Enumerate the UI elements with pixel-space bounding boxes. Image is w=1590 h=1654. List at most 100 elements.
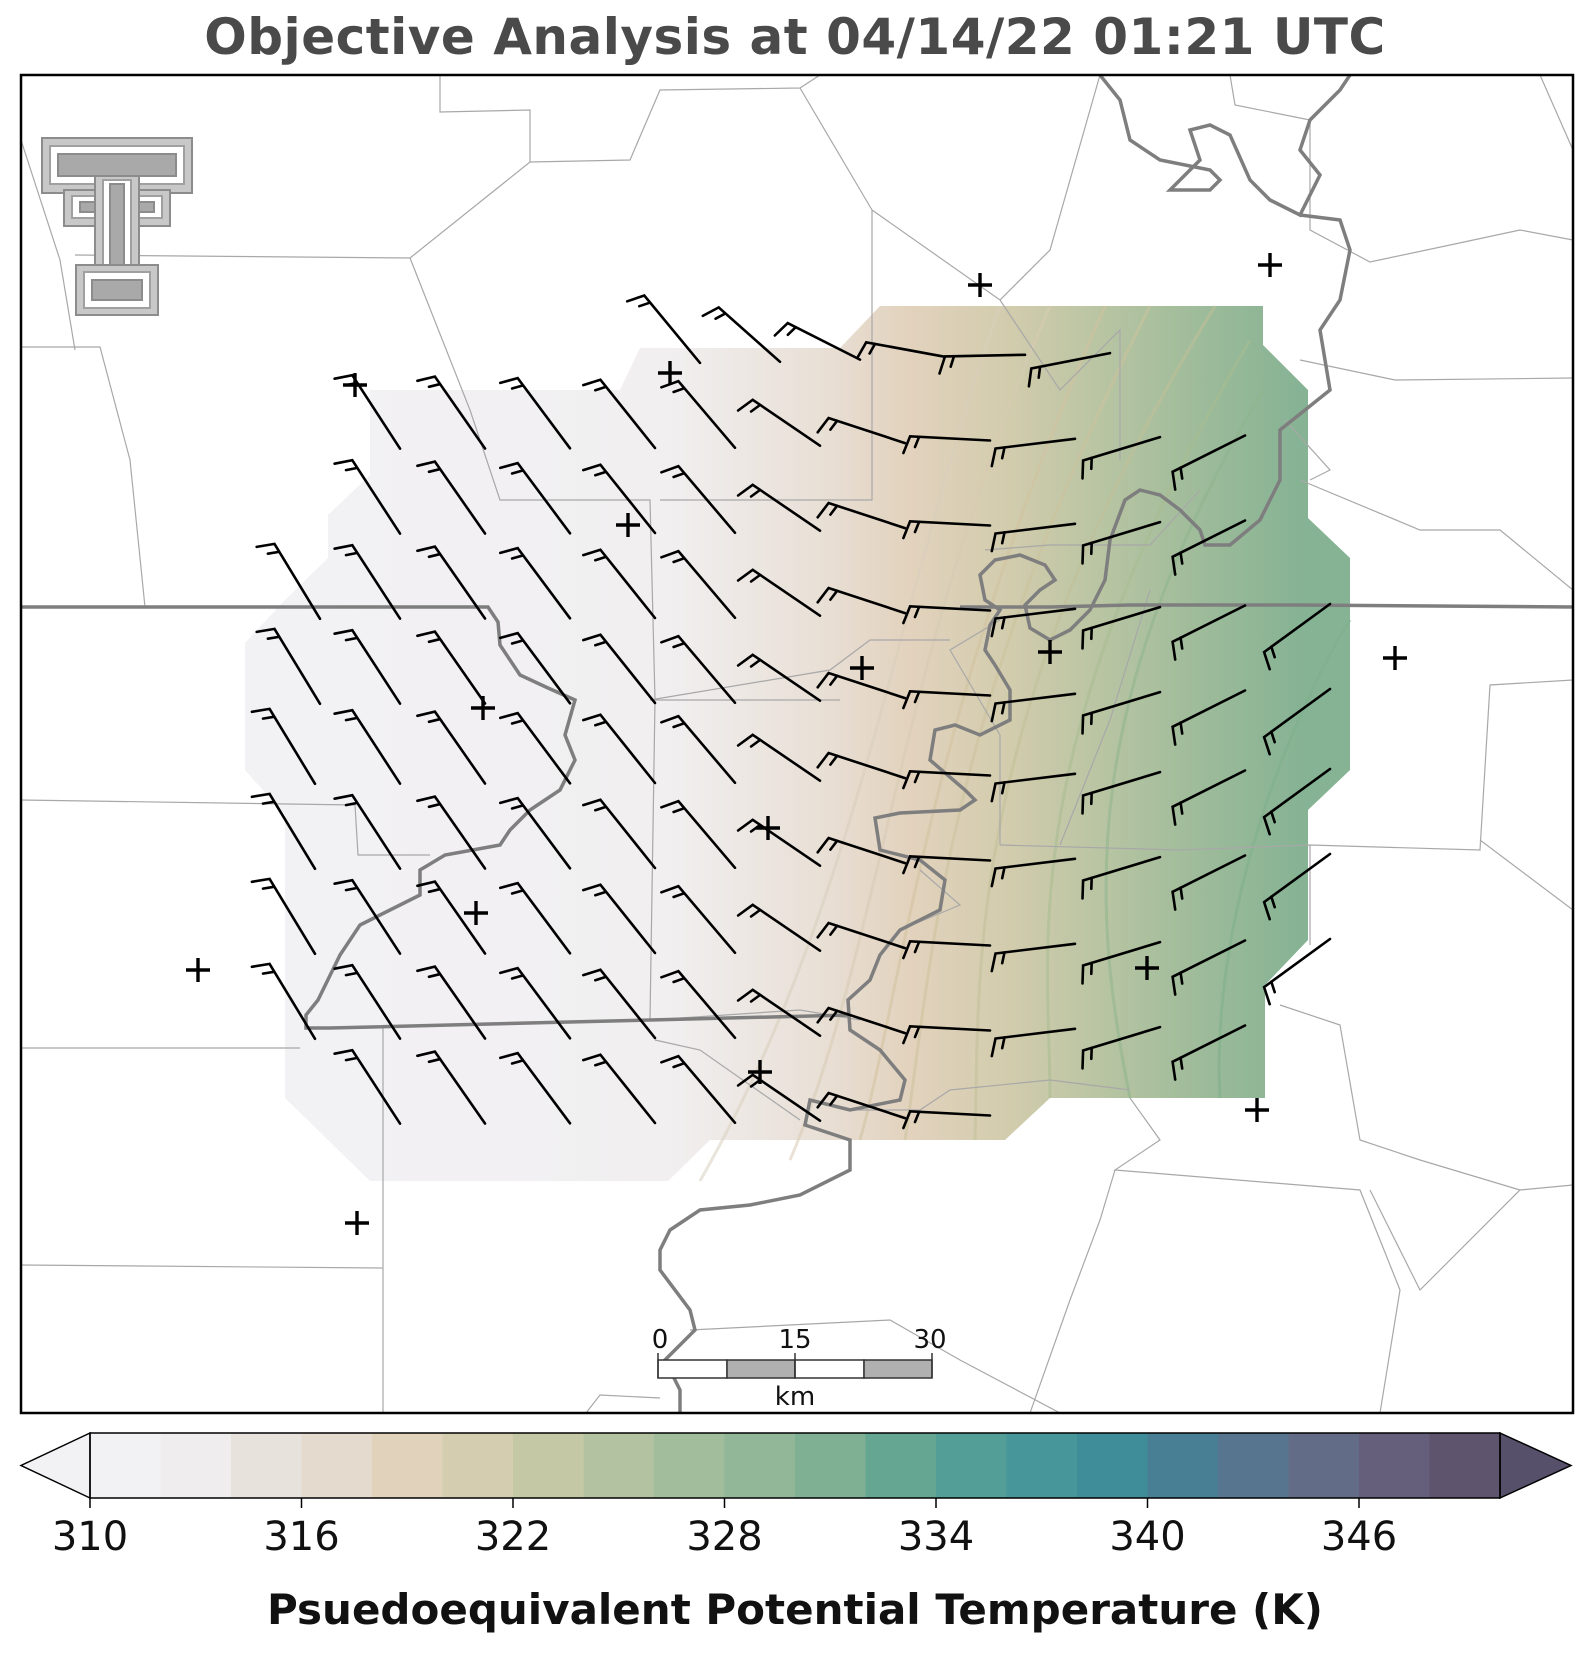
wind-barb-flag <box>344 466 359 472</box>
county-line <box>654 1039 801 1121</box>
wind-barb <box>416 375 487 450</box>
wind-barb <box>1081 940 1162 985</box>
wind-barb-flag <box>1179 886 1184 900</box>
wind-barb <box>816 1091 907 1120</box>
wind-barb-flag <box>593 555 608 562</box>
wind-barb <box>1171 854 1247 911</box>
wind-barb <box>902 519 992 540</box>
wind-barb <box>736 988 822 1037</box>
wind-barb-flag <box>593 470 608 477</box>
station-marker <box>658 361 682 385</box>
county-line <box>1299 479 1573 591</box>
station-marker <box>1258 253 1282 277</box>
wind-barb <box>250 962 317 1041</box>
colorbar-under-arrow <box>19 1431 91 1500</box>
wind-barb-flag <box>266 550 281 556</box>
wind-barb <box>582 798 657 870</box>
scale-unit: km <box>775 1382 815 1412</box>
wind-barb-flag <box>593 890 608 897</box>
county-line <box>1369 1184 1573 1292</box>
wind-barb <box>416 795 487 870</box>
wind-barb-flag <box>672 641 686 649</box>
wind-barb-flag <box>593 720 608 727</box>
wind-barb-flag <box>427 972 442 979</box>
wind-barb <box>990 437 1077 468</box>
wind-barb-flag <box>344 886 359 892</box>
wind-barb-flag <box>829 674 839 686</box>
river <box>1098 75 1352 218</box>
wind-barb-flag <box>427 1057 442 1064</box>
wind-barb-flag <box>1000 781 1006 795</box>
wind-barb <box>333 708 402 785</box>
wind-barb-flag <box>829 839 839 851</box>
wind-barb <box>416 630 487 705</box>
wind-barb-flag <box>672 1062 686 1069</box>
wind-barb <box>736 398 822 447</box>
colorbar-tick-label: 328 <box>686 1514 762 1560</box>
wind-barb-flag <box>1270 980 1276 994</box>
scale-segment <box>726 1359 796 1379</box>
wind-barb-flag <box>949 354 956 369</box>
wind-barb-flag <box>510 889 525 895</box>
colorbar-cell <box>1288 1433 1360 1498</box>
county-line <box>1113 1097 1401 1413</box>
wind-barb <box>990 1027 1077 1058</box>
wind-barb <box>1081 1025 1162 1070</box>
wind-barb <box>499 881 572 955</box>
wind-barb <box>816 586 907 615</box>
wind-barb <box>582 968 657 1040</box>
county-line <box>999 679 1573 851</box>
wind-barb <box>416 965 487 1040</box>
wind-barb-flag <box>1037 365 1042 380</box>
county-line <box>1029 1169 1116 1413</box>
wind-barb <box>333 1048 402 1125</box>
wind-barb <box>660 464 737 535</box>
wind-barb-flag <box>593 975 608 982</box>
wind-barb <box>660 549 737 620</box>
station-marker <box>464 901 488 925</box>
wind-barb-flag <box>749 658 762 668</box>
wind-barb-flag <box>344 1056 359 1062</box>
scale-segment <box>863 1359 933 1379</box>
county-line <box>850 1079 1131 1111</box>
colorbar-tick-label: 334 <box>898 1514 974 1560</box>
wind-barb-flag <box>593 385 608 392</box>
colorbar-tick-label: 346 <box>1321 1514 1397 1560</box>
wind-barb-flag <box>1000 446 1006 460</box>
colorbar-tick-label: 316 <box>263 1514 339 1560</box>
wind-barb-flag <box>749 993 762 1003</box>
scale-bar: 0 15 30 km <box>652 1325 947 1412</box>
wind-barb-flag <box>913 855 921 869</box>
wind-barb <box>416 545 487 620</box>
theta-e-field <box>245 305 1352 1182</box>
wind-barb <box>660 884 737 955</box>
wind-barb <box>660 634 737 705</box>
wind-barb <box>1081 520 1162 565</box>
colorbar-cell <box>513 1433 584 1498</box>
wind-barb <box>902 689 992 710</box>
wind-barb <box>1171 1024 1247 1081</box>
wind-barb <box>736 903 822 952</box>
wind-barb <box>990 942 1077 973</box>
station-marker <box>471 696 495 720</box>
station-marker <box>1135 956 1159 980</box>
wind-barb <box>333 793 402 870</box>
wind-barb <box>902 1109 992 1130</box>
wind-barb-flag <box>427 887 442 894</box>
wind-barb-flag <box>913 1025 921 1039</box>
wind-barb <box>902 769 992 790</box>
station-marker <box>968 273 992 297</box>
texas-tech-double-t-logo <box>41 137 193 316</box>
wind-barb-flag <box>829 924 839 936</box>
wind-barb-flag <box>913 520 921 534</box>
colorbar: 310 316 322 328 334 340 346 <box>19 1431 1573 1560</box>
wind-barb-flag <box>829 589 839 601</box>
wind-barb <box>1262 687 1332 756</box>
wind-barb <box>333 373 402 450</box>
wind-barb-flag <box>1000 616 1006 630</box>
wind-barb <box>990 522 1077 553</box>
analysis-domain <box>245 306 1350 1181</box>
station-marker <box>343 373 367 397</box>
county-line <box>585 1394 661 1413</box>
state-border <box>960 603 1573 609</box>
